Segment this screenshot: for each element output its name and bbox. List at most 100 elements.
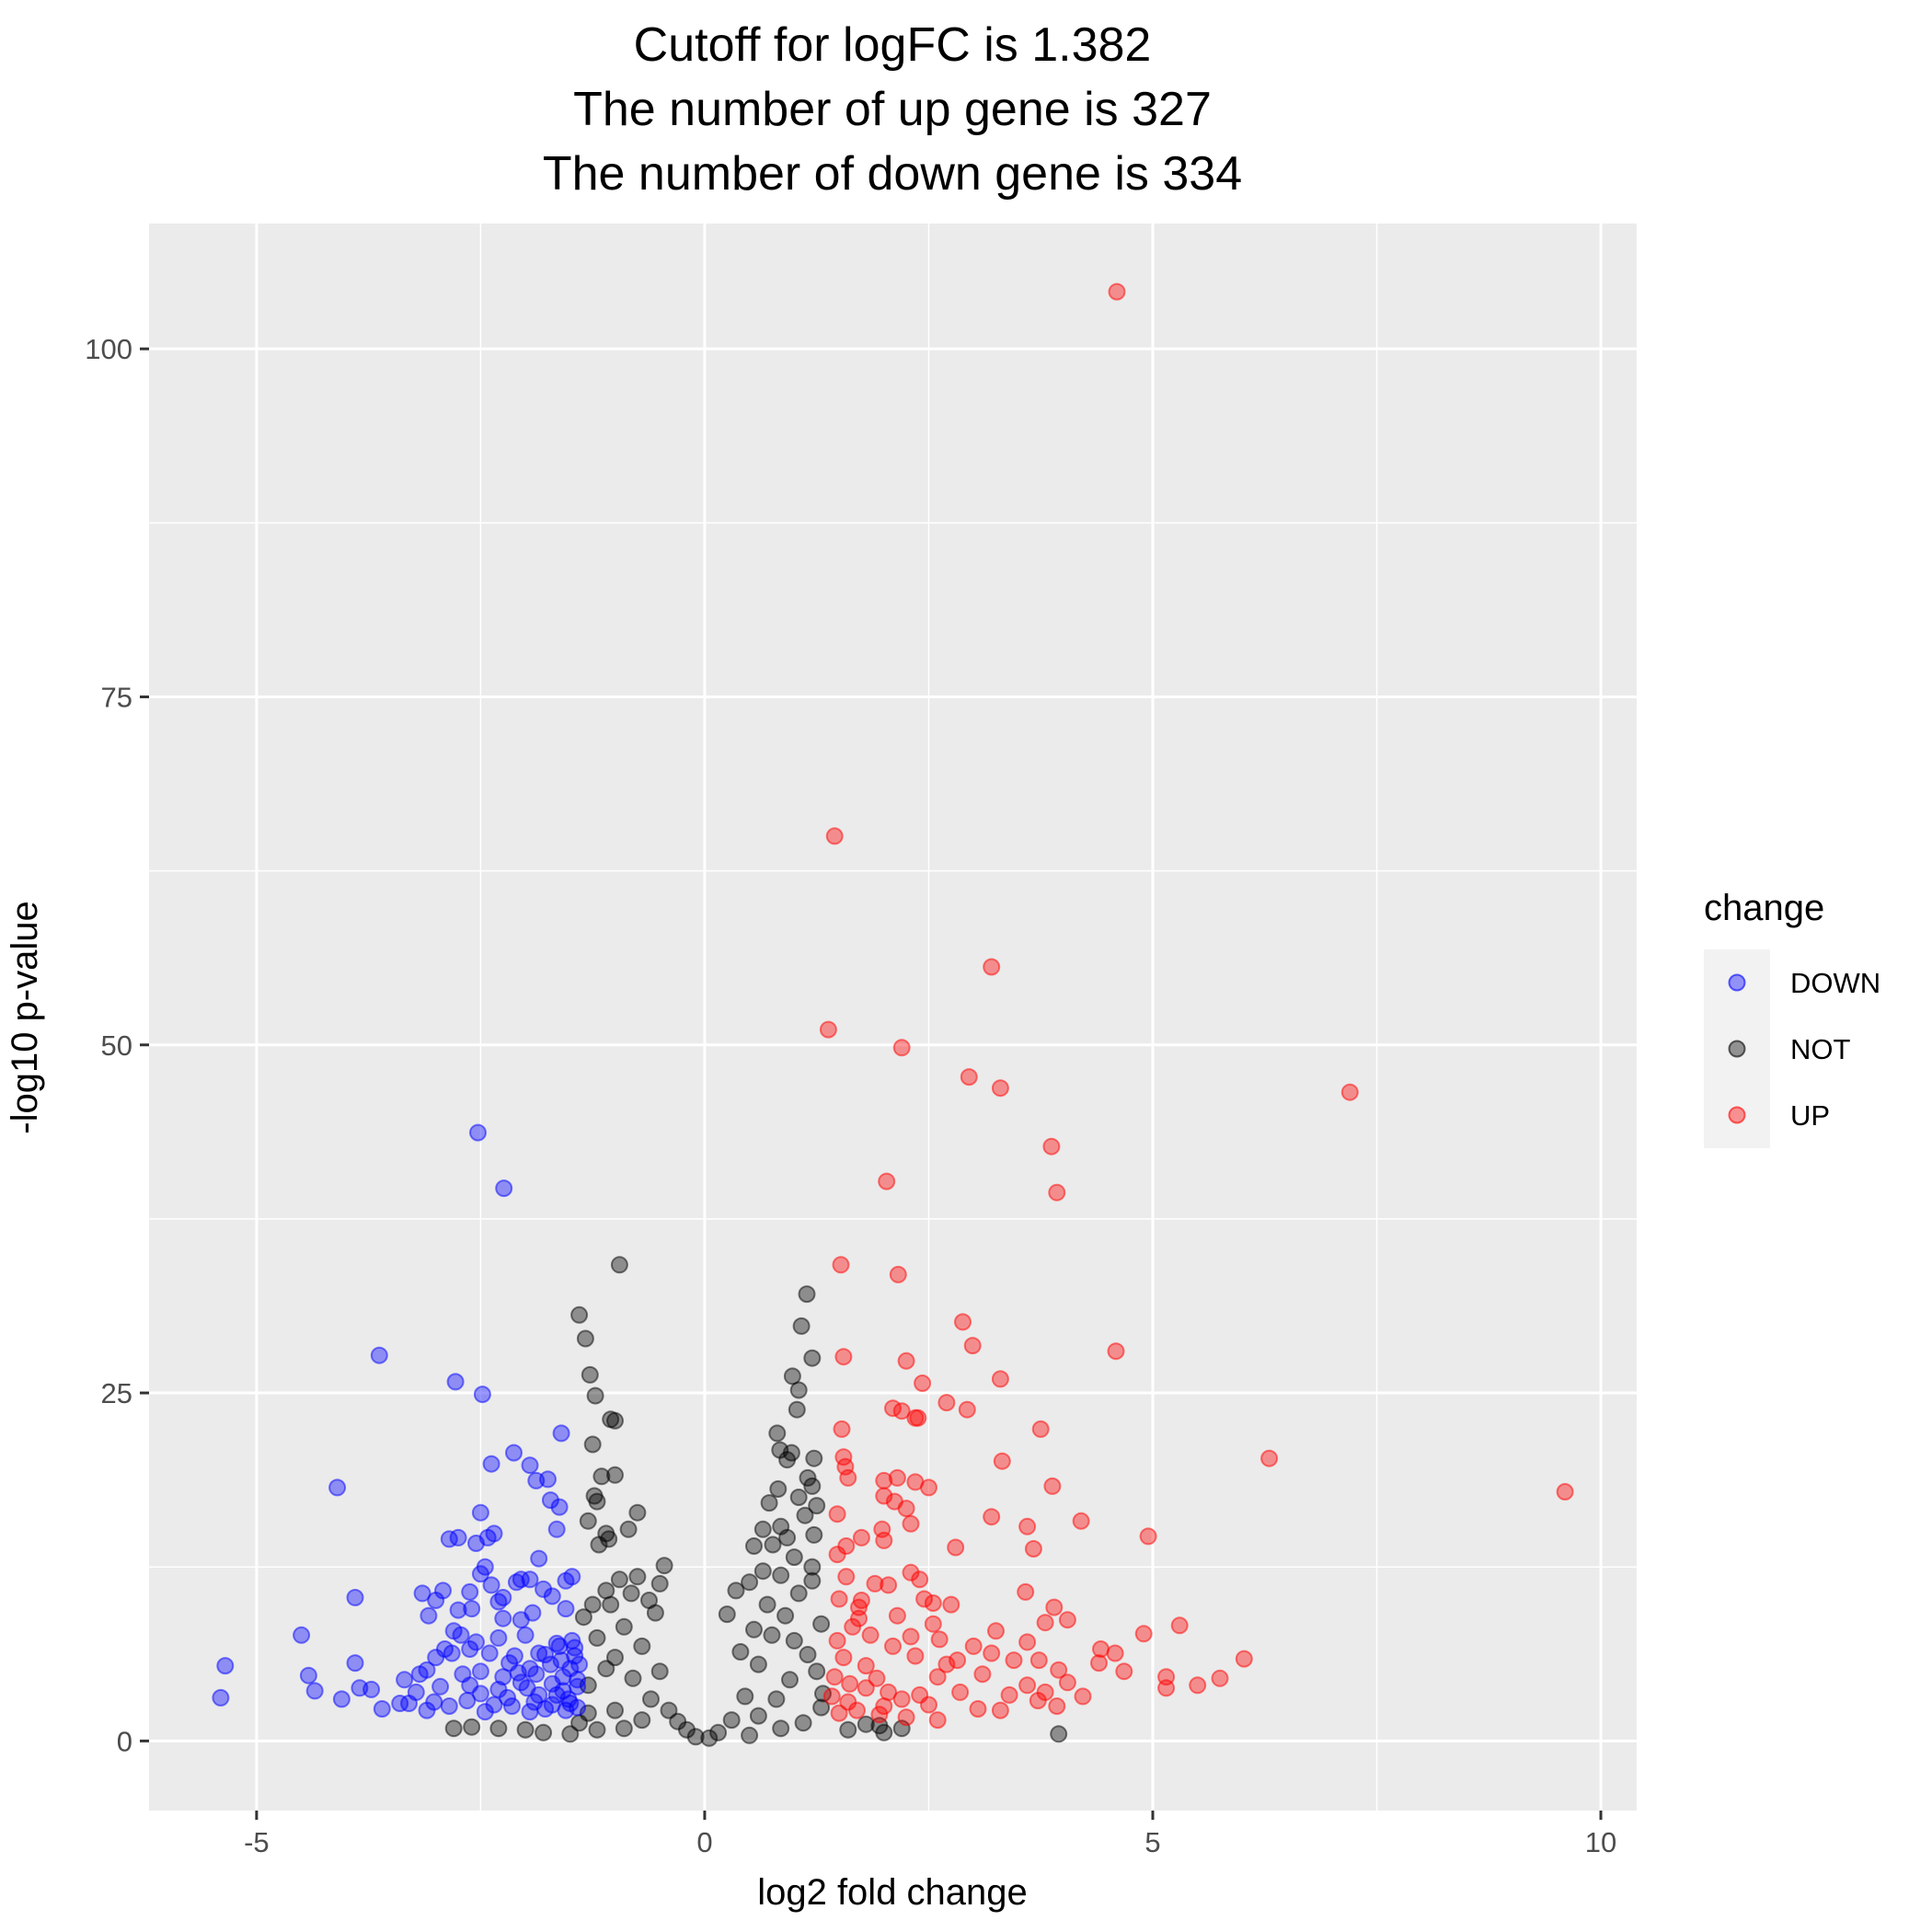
point-up (920, 1478, 937, 1497)
point-up (983, 1644, 1001, 1662)
point-down (427, 1592, 445, 1609)
point-up (819, 1020, 837, 1039)
point-down (346, 1589, 364, 1606)
point-up (828, 1631, 846, 1650)
point-up (1340, 1083, 1359, 1101)
point-up (878, 1172, 896, 1190)
y-tick-label: 0 (117, 1725, 132, 1757)
point-down (495, 1179, 513, 1198)
data-points (212, 282, 1574, 1747)
point-down (476, 1703, 494, 1721)
point-up (830, 1704, 848, 1722)
minor-gridlines (149, 224, 1637, 1811)
title-line-2: The number of up gene is 327 (573, 83, 1212, 136)
point-not (727, 1581, 745, 1600)
point-up (1074, 1687, 1092, 1706)
point-not (764, 1535, 782, 1554)
x-axis-title: log2 fold change (757, 1872, 1028, 1913)
point-down (431, 1677, 450, 1696)
legend-key-down (1728, 973, 1746, 992)
point-not (758, 1595, 776, 1614)
point-up (1115, 1662, 1133, 1681)
point-up (1107, 1342, 1125, 1361)
point-down (413, 1584, 431, 1603)
point-not (561, 1725, 580, 1743)
point-not (749, 1707, 767, 1725)
point-up (993, 1452, 1011, 1470)
point-not (615, 1617, 633, 1636)
x-tick-label: -5 (244, 1826, 270, 1858)
point-not (574, 1608, 592, 1627)
point-not (839, 1720, 857, 1739)
point-down (461, 1676, 479, 1695)
point-up (1139, 1527, 1157, 1546)
point-down (536, 1646, 555, 1663)
point-down (346, 1654, 364, 1673)
point-not (768, 1424, 787, 1443)
point-down (467, 1535, 485, 1552)
point-up (866, 1574, 884, 1593)
point-not (785, 1548, 803, 1567)
point-down (391, 1695, 409, 1712)
point-up (892, 1402, 911, 1420)
point-down (512, 1673, 530, 1692)
point-down (521, 1660, 539, 1678)
point-down (305, 1682, 324, 1700)
point-up (1045, 1598, 1064, 1616)
point-up (902, 1627, 920, 1646)
point-down (461, 1640, 479, 1658)
point-down (370, 1346, 388, 1364)
title-line-1: Cutoff for logFC is 1.382 (634, 18, 1152, 72)
point-up (1134, 1625, 1153, 1643)
point-not (782, 1443, 800, 1462)
point-not (745, 1537, 763, 1555)
point-not (588, 1492, 606, 1511)
point-not (803, 1558, 822, 1576)
point-not (590, 1535, 608, 1554)
point-up (1556, 1483, 1574, 1501)
point-up (884, 1637, 902, 1655)
point-up (892, 1690, 911, 1708)
legend-label-down: DOWN (1790, 967, 1880, 999)
point-up (897, 1351, 915, 1370)
point-not (741, 1573, 759, 1592)
point-down (212, 1688, 230, 1707)
point-up (1090, 1654, 1108, 1673)
major-gridlines (149, 224, 1637, 1811)
point-not (789, 1584, 808, 1603)
point-not (463, 1718, 481, 1736)
point-not (778, 1528, 797, 1547)
point-up (1005, 1651, 1023, 1670)
point-down (449, 1601, 467, 1619)
point-down (557, 1571, 575, 1590)
point-not (628, 1568, 647, 1586)
point-not (749, 1655, 767, 1673)
title-line-3: The number of down gene is 334 (543, 147, 1242, 201)
point-not (610, 1570, 628, 1589)
point-down (440, 1697, 458, 1715)
point-down (500, 1654, 519, 1673)
point-not (799, 1468, 817, 1487)
point-up (839, 1468, 857, 1487)
point-up (828, 1505, 846, 1524)
point-down (299, 1666, 317, 1685)
point-not (805, 1525, 823, 1544)
point-up (937, 1394, 956, 1412)
point-up (857, 1657, 875, 1675)
point-down (461, 1582, 479, 1601)
point-not (805, 1449, 823, 1467)
point-down (547, 1520, 566, 1538)
point-up (825, 827, 844, 845)
point-up (951, 1683, 970, 1701)
point-up (1108, 282, 1126, 301)
y-tick-label: 50 (101, 1029, 132, 1062)
point-down (494, 1609, 512, 1627)
point-up (960, 1068, 978, 1087)
point-down (505, 1443, 523, 1462)
point-down (507, 1573, 525, 1592)
point-not (789, 1489, 808, 1506)
point-down (521, 1703, 539, 1721)
point-not (875, 1723, 893, 1742)
point-up (880, 1683, 898, 1701)
point-down (541, 1655, 559, 1673)
